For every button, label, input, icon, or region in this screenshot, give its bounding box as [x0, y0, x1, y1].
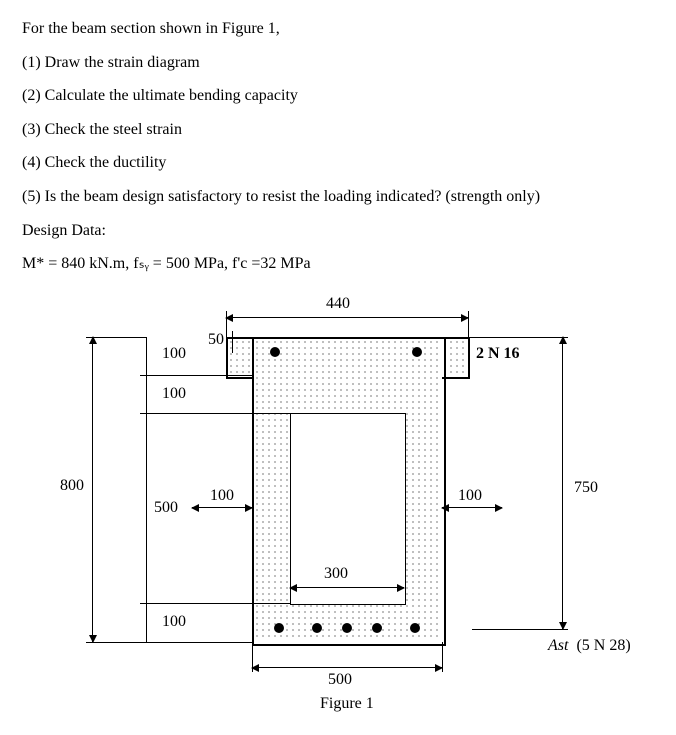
ext-line — [226, 311, 227, 337]
dim-inner-width — [290, 587, 404, 588]
bottom-rebar — [342, 623, 352, 633]
dim-inner-width-label: 300 — [324, 565, 348, 583]
dim-topflange-width — [226, 317, 468, 318]
item-3: (3) Check the steel strain — [22, 119, 654, 141]
item-5: (5) Is the beam design satisfactory to r… — [22, 186, 654, 208]
flange-right — [442, 337, 470, 379]
ext-line — [140, 603, 290, 604]
dim-cover-label: 50 — [208, 331, 224, 349]
ext-line — [472, 629, 568, 630]
design-data-label: Design Data: — [22, 220, 654, 242]
dim-left-stack-axis — [146, 337, 147, 642]
dim-top-seg1-label: 100 — [162, 345, 186, 363]
flange-left — [226, 337, 254, 379]
top-rebar — [412, 347, 422, 357]
item-4: (4) Check the ductility — [22, 152, 654, 174]
section-hollow — [290, 413, 406, 605]
figure-caption: Figure 1 — [320, 695, 374, 713]
ext-line — [442, 642, 443, 672]
ext-line — [232, 331, 233, 353]
ext-line — [252, 642, 253, 672]
dim-eff-depth — [562, 337, 563, 629]
bottom-rebar — [372, 623, 382, 633]
dim-rightwall — [442, 507, 502, 508]
dim-outer-width-label: 500 — [328, 671, 352, 689]
dim-mid-seg-label: 500 — [154, 499, 178, 517]
dim-leftwall — [192, 507, 252, 508]
ast-symbol: A — [548, 637, 558, 654]
item-2: (2) Calculate the ultimate bending capac… — [22, 85, 654, 107]
bottom-rebar-label: Ast Ast (5 N 28)(5 N 28) — [532, 619, 631, 673]
top-rebar — [270, 347, 280, 357]
bottom-rebar — [410, 623, 420, 633]
top-rebar-label: 2 N 16 — [476, 345, 520, 363]
design-data-values: M* = 840 kN.m, fₛᵧ = 500 MPa, f'c =32 MP… — [22, 253, 654, 275]
dim-total-height — [92, 337, 93, 642]
ext-line — [86, 642, 252, 643]
dim-eff-depth-label: 750 — [574, 479, 598, 497]
figure-1: 440 2 N 16 Ast Ast (5 N 28)(5 N 28) 800 … — [22, 287, 642, 717]
dim-outer-width — [252, 667, 442, 668]
item-1: (1) Draw the strain diagram — [22, 52, 654, 74]
bottom-rebar — [312, 623, 322, 633]
ext-line — [140, 413, 290, 414]
ext-line — [140, 375, 252, 376]
bottom-rebar — [274, 623, 284, 633]
ext-line — [468, 311, 469, 337]
intro-text: For the beam section shown in Figure 1, — [22, 18, 654, 40]
dim-bot-seg-label: 100 — [162, 613, 186, 631]
dim-top-seg2-label: 100 — [162, 385, 186, 403]
dim-leftwall-label: 100 — [210, 487, 234, 505]
dim-topflange-width-label: 440 — [326, 295, 350, 313]
dim-rightwall-label: 100 — [458, 487, 482, 505]
ext-line — [86, 337, 146, 338]
dim-total-height-label: 800 — [60, 477, 84, 495]
ext-line — [468, 337, 568, 338]
